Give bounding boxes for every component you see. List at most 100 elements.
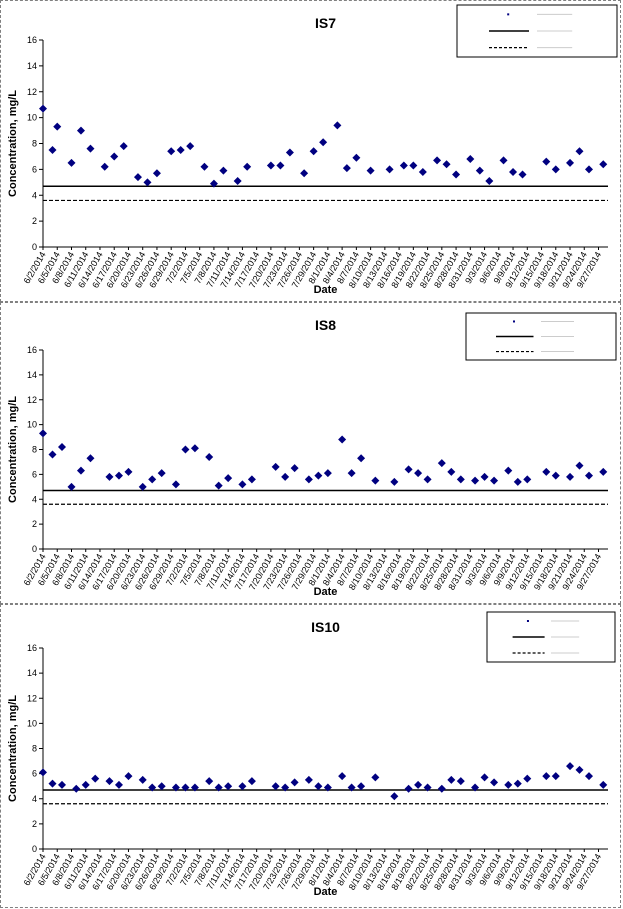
data-point	[124, 467, 133, 476]
data-point	[452, 170, 461, 179]
data-point	[124, 772, 133, 781]
data-point	[447, 775, 456, 784]
data-point	[338, 435, 347, 444]
data-point	[371, 773, 380, 782]
data-point	[490, 476, 499, 485]
data-point	[281, 783, 290, 792]
data-point	[48, 450, 57, 459]
x-axis-title: Date	[314, 284, 338, 296]
data-point	[566, 762, 575, 771]
data-point	[138, 775, 147, 784]
data-point	[276, 161, 285, 170]
legend-marker-symbol	[507, 13, 510, 16]
data-point	[542, 772, 551, 781]
chart-title: IS8	[315, 317, 336, 333]
data-point	[86, 144, 95, 153]
data-point	[347, 783, 356, 792]
data-point	[347, 469, 356, 478]
data-point	[513, 779, 522, 788]
data-point	[566, 158, 575, 167]
y-tick-label: 2	[32, 216, 37, 226]
y-tick-label: 4	[32, 494, 37, 504]
data-point	[39, 768, 47, 777]
data-point	[575, 461, 584, 470]
data-point	[409, 161, 418, 170]
data-point	[300, 169, 309, 178]
y-tick-label: 14	[27, 370, 37, 380]
data-point	[224, 782, 233, 791]
data-point	[418, 167, 427, 176]
y-tick-label: 6	[32, 769, 37, 779]
data-point	[504, 780, 513, 789]
data-point	[480, 472, 489, 481]
data-point	[542, 157, 551, 166]
data-point	[385, 165, 394, 174]
data-point	[338, 772, 347, 781]
data-point	[456, 777, 465, 786]
data-point	[238, 782, 247, 791]
data-point	[214, 481, 223, 490]
data-point	[523, 475, 532, 484]
data-point	[404, 465, 413, 474]
data-point	[91, 774, 100, 783]
data-point	[585, 772, 594, 781]
data-point	[290, 778, 299, 787]
y-tick-label: 8	[32, 744, 37, 754]
data-point	[585, 165, 594, 174]
data-point	[399, 161, 408, 170]
data-point	[190, 444, 199, 453]
data-point	[599, 467, 608, 476]
data-point	[304, 475, 313, 484]
data-point	[485, 177, 494, 186]
data-point	[76, 126, 85, 135]
data-point	[357, 782, 366, 791]
y-tick-label: 2	[32, 819, 37, 829]
data-point	[67, 482, 76, 491]
legend-marker-symbol	[526, 620, 529, 622]
y-tick-label: 14	[27, 668, 37, 678]
data-point	[414, 780, 423, 789]
chart-panel-is7: IS7 0 2 4 6 8 10 12 14 16 Concentration, mg/L 6/2/2…	[0, 0, 621, 302]
data-point	[247, 777, 256, 786]
data-point	[423, 783, 432, 792]
data-point	[209, 179, 218, 188]
data-point	[542, 467, 551, 476]
data-point	[181, 783, 190, 792]
data-point	[499, 156, 508, 165]
chart-title: IS10	[311, 619, 340, 635]
data-point	[110, 152, 119, 161]
y-tick-label: 8	[32, 445, 37, 455]
data-point	[475, 166, 484, 175]
data-point	[366, 166, 375, 175]
data-point	[100, 162, 109, 171]
data-point	[314, 471, 323, 480]
data-point	[404, 784, 413, 793]
data-point	[266, 161, 275, 170]
data-point	[119, 142, 128, 151]
chart-panel-is10: IS10 0 2 4 6 8 10 12 14 16 Concentration, mg/L 6/2/…	[0, 604, 621, 908]
y-tick-label: 14	[27, 61, 37, 71]
data-point	[471, 783, 480, 792]
data-point	[57, 443, 66, 452]
data-point	[442, 160, 451, 169]
data-point	[271, 462, 280, 471]
y-tick-label: 16	[27, 345, 37, 355]
data-point	[281, 472, 290, 481]
y-tick-label: 0	[32, 544, 37, 554]
data-point	[490, 778, 499, 787]
y-tick-label: 0	[32, 242, 37, 252]
y-tick-label: 6	[32, 469, 37, 479]
data-point	[81, 780, 90, 789]
data-point	[105, 777, 114, 786]
data-point	[157, 782, 166, 791]
y-axis-title: Concentration, mg/L	[7, 695, 19, 802]
y-tick-label: 12	[27, 693, 37, 703]
data-point	[414, 469, 423, 478]
data-point	[423, 475, 432, 484]
data-point	[466, 155, 475, 164]
data-point	[271, 782, 280, 791]
data-point	[148, 475, 157, 484]
